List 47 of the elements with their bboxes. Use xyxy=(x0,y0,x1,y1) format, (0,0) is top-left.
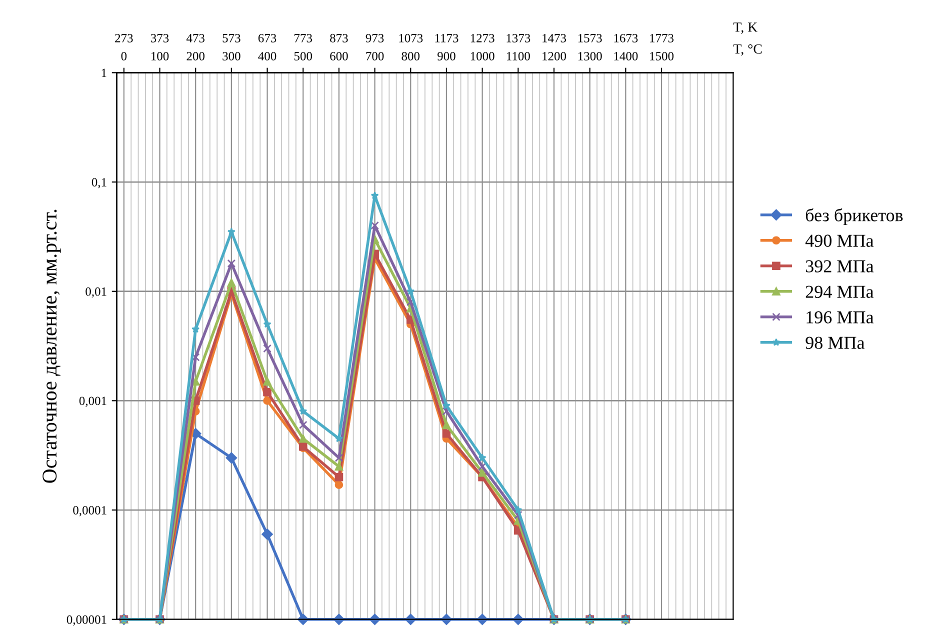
y-tick-label: 0,1 xyxy=(92,178,106,188)
legend-label: без брикетов xyxy=(806,208,903,226)
x2-axis-title: T, K xyxy=(733,22,758,34)
x-tick-label: 1000 xyxy=(470,52,494,60)
x-axis-title: T, °C xyxy=(733,44,762,56)
x-tick-label: 100 xyxy=(151,52,169,60)
x-tick-label: 200 xyxy=(186,52,204,60)
x-tick-label: 400 xyxy=(258,52,276,60)
x-tick-label: 1100 xyxy=(506,52,530,60)
x2-tick-label: 1473 xyxy=(542,34,566,42)
legend-label: 98 МПа xyxy=(806,336,865,349)
x-tick-label: 500 xyxy=(294,52,312,60)
x2-tick-label: 773 xyxy=(294,34,312,42)
x-tick-label: 1300 xyxy=(578,52,602,60)
x2-tick-label: 573 xyxy=(222,34,240,42)
x-tick-label: 600 xyxy=(330,52,348,60)
legend-label: 294 МПа xyxy=(806,286,874,298)
x2-tick-label: 1773 xyxy=(650,34,674,42)
legend-label: 392 МПа xyxy=(806,260,874,272)
x2-tick-label: 973 xyxy=(366,34,384,42)
x-tick-label: 700 xyxy=(366,52,384,60)
x2-tick-label: 873 xyxy=(330,34,348,42)
x2-tick-label: 673 xyxy=(258,34,276,42)
y-tick-label: 0,01 xyxy=(86,287,106,298)
legend-label: 196 МПа xyxy=(806,311,874,324)
x2-tick-label: 473 xyxy=(186,34,204,42)
x2-tick-label: 1273 xyxy=(470,34,494,42)
y-axis-title: Остаточное давление, мм.рт.ст. xyxy=(42,210,61,483)
x-tick-label: 900 xyxy=(438,52,456,60)
y-tick-label: 0,001 xyxy=(79,396,106,407)
x-tick-label: 800 xyxy=(402,52,420,60)
x-tick-label: 1200 xyxy=(542,52,566,60)
x2-tick-label: 273 xyxy=(115,34,133,42)
legend-label: 490 МПа xyxy=(805,234,874,247)
x2-tick-label: 1573 xyxy=(578,34,602,42)
x2-tick-label: 373 xyxy=(150,34,169,42)
x2-tick-label: 1673 xyxy=(614,34,638,42)
x2-tick-label: 1173 xyxy=(435,34,458,42)
x-tick-label: 1500 xyxy=(650,52,674,60)
x-tick-label: 1400 xyxy=(614,52,638,60)
y-tick-label: 1 xyxy=(102,68,106,78)
x2-tick-label: 1373 xyxy=(506,34,530,42)
y-tick-label: 0,00001 xyxy=(66,615,106,626)
x-tick-label: 0 xyxy=(121,52,127,60)
x-tick-label: 300 xyxy=(222,52,240,60)
y-tick-label: 0,0001 xyxy=(73,506,106,516)
x2-tick-label: 1073 xyxy=(399,34,423,42)
